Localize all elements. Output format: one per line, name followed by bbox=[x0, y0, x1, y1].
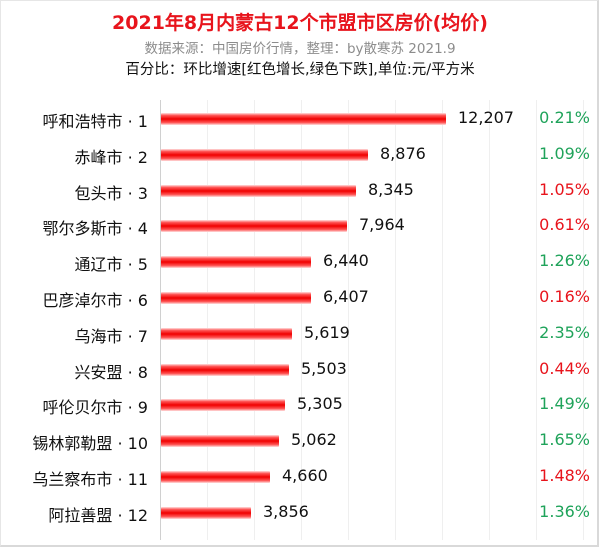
bar-row: 兴安盟 · 8 5,503 0.44% bbox=[0, 352, 600, 388]
bar-row: 呼和浩特市 · 1 12,207 0.21% bbox=[0, 101, 600, 137]
category-label: 包头市 · 3 bbox=[74, 183, 148, 203]
price-value-label: 6,440 bbox=[323, 251, 369, 271]
mom-change-label: 1.09% bbox=[539, 143, 590, 163]
category-label: 呼和浩特市 · 1 bbox=[42, 112, 148, 131]
chart-note: 百分比：环比增速[红色增长,绿色下跌],单位:元/平方米 bbox=[125, 62, 475, 78]
mom-change-label: 1.26% bbox=[539, 251, 590, 271]
price-value-label: 5,619 bbox=[304, 322, 350, 342]
price-bar bbox=[161, 184, 356, 197]
gridline bbox=[395, 100, 396, 540]
gridline bbox=[583, 100, 584, 540]
price-value-label: 3,856 bbox=[263, 501, 309, 521]
y-axis-line bbox=[160, 100, 161, 540]
price-value-label: 5,305 bbox=[297, 394, 343, 414]
mom-change-label: 1.48% bbox=[539, 466, 590, 485]
mom-change-label: 1.05% bbox=[539, 179, 590, 199]
plot-area bbox=[160, 100, 592, 540]
price-value-label: 6,407 bbox=[323, 287, 369, 306]
gridline bbox=[254, 100, 255, 540]
bar-row: 乌海市 · 7 5,619 2.35% bbox=[0, 316, 600, 352]
bar-row: 锡林郭勒盟 · 10 5,062 1.65% bbox=[0, 423, 600, 459]
price-bar bbox=[161, 435, 279, 448]
mom-change-label: 1.49% bbox=[539, 394, 590, 414]
gridline bbox=[301, 100, 302, 540]
bar-row: 包头市 · 3 8,345 1.05% bbox=[0, 173, 600, 209]
category-label: 乌海市 · 7 bbox=[74, 326, 148, 346]
price-bar bbox=[161, 148, 368, 161]
gridline bbox=[207, 100, 208, 540]
bar-row: 呼伦贝尔市 · 9 5,305 1.49% bbox=[0, 387, 600, 423]
bar-row: 巴彦淖尔市 · 6 6,407 0.16% bbox=[0, 280, 600, 316]
category-label: 乌兰察布市 · 11 bbox=[32, 470, 148, 489]
gridline bbox=[442, 100, 443, 540]
category-label: 巴彦淖尔市 · 6 bbox=[42, 291, 148, 310]
price-bar bbox=[161, 363, 289, 376]
bar-row: 通辽市 · 5 6,440 1.26% bbox=[0, 244, 600, 280]
price-bar bbox=[161, 256, 311, 269]
price-value-label: 12,207 bbox=[458, 108, 514, 127]
bar-row: 阿拉善盟 · 12 3,856 1.36% bbox=[0, 495, 600, 531]
price-value-label: 5,062 bbox=[291, 430, 337, 450]
mom-change-label: 1.36% bbox=[539, 501, 590, 521]
price-bar bbox=[161, 506, 251, 519]
category-label: 通辽市 · 5 bbox=[74, 255, 148, 275]
category-label: 兴安盟 · 8 bbox=[74, 362, 148, 382]
price-bar bbox=[161, 220, 347, 233]
mom-change-label: 0.16% bbox=[539, 287, 590, 306]
bar-row: 乌兰察布市 · 11 4,660 1.48% bbox=[0, 459, 600, 495]
gridline bbox=[348, 100, 349, 540]
price-value-label: 8,876 bbox=[380, 143, 426, 163]
bar-row: 赤峰市 · 2 8,876 1.09% bbox=[0, 137, 600, 173]
chart-title: 2021年8月内蒙古12个市盟市区房价(均价) bbox=[112, 12, 488, 34]
gridline bbox=[489, 100, 490, 540]
category-label: 鄂尔多斯市 · 4 bbox=[42, 219, 148, 239]
price-value-label: 8,345 bbox=[368, 179, 414, 199]
category-label: 呼伦贝尔市 · 9 bbox=[42, 398, 148, 418]
price-value-label: 5,503 bbox=[301, 358, 347, 378]
price-value-label: 7,964 bbox=[359, 215, 405, 235]
price-bar bbox=[161, 471, 270, 483]
category-label: 赤峰市 · 2 bbox=[74, 147, 148, 167]
price-value-label: 4,660 bbox=[282, 466, 328, 485]
mom-change-label: 0.61% bbox=[539, 215, 590, 235]
chart-source: 数据来源：中国房价行情，整理：by散寒苏 2021.9 bbox=[144, 41, 456, 57]
price-bar bbox=[161, 399, 285, 412]
category-label: 锡林郭勒盟 · 10 bbox=[32, 434, 148, 454]
mom-change-label: 0.21% bbox=[539, 108, 590, 127]
gridline bbox=[536, 100, 537, 540]
mom-change-label: 0.44% bbox=[539, 358, 590, 378]
category-label: 阿拉善盟 · 12 bbox=[48, 505, 148, 525]
price-bar bbox=[161, 292, 311, 304]
price-bar bbox=[161, 327, 292, 340]
mom-change-label: 2.35% bbox=[539, 322, 590, 342]
mom-change-label: 1.65% bbox=[539, 430, 590, 450]
bar-row: 鄂尔多斯市 · 4 7,964 0.61% bbox=[0, 208, 600, 244]
price-bar bbox=[161, 113, 446, 125]
